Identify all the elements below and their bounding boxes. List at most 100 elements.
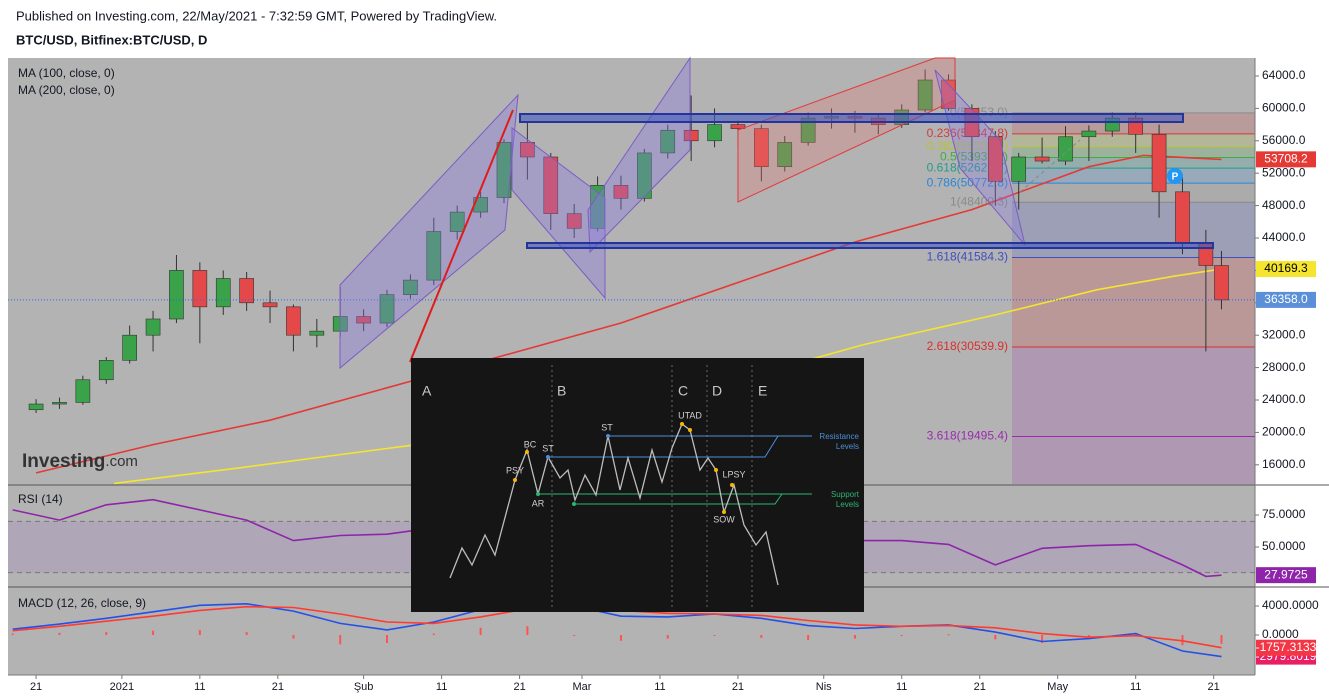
- x-tick-label: Mar: [573, 681, 592, 693]
- dashed-line: [1019, 139, 1081, 193]
- y-tick-label: 48000.0: [1262, 198, 1306, 212]
- event-dot: [572, 502, 576, 506]
- histogram-bar: [105, 632, 108, 636]
- fib-zone: [1012, 183, 1255, 203]
- fib-zone: [1012, 347, 1255, 437]
- candle-body: [215, 278, 231, 308]
- y-tick-label: 28000.0: [1262, 360, 1306, 374]
- event-label: PSY: [506, 465, 524, 475]
- marker-label: P: [1172, 172, 1179, 183]
- event-label: UTAD: [678, 410, 702, 420]
- candle-body: [730, 124, 746, 129]
- histogram-bar: [526, 626, 529, 636]
- candle-body: [660, 129, 676, 154]
- histogram-bar: [760, 635, 763, 638]
- candle-body: [987, 136, 1003, 182]
- phase-label: D: [712, 383, 722, 399]
- candle-body: [1214, 265, 1229, 301]
- resistance-zone: [519, 113, 1184, 123]
- histogram-bar: [713, 635, 716, 637]
- wyckoff-inset: A B C D E PSY BC ST AR ST UTAD LPSY SOW …: [411, 358, 864, 612]
- series-last-label: -1757.3133: [1256, 640, 1317, 654]
- histogram-bar: [573, 635, 576, 637]
- histogram-bar: [152, 630, 155, 636]
- event-dot: [546, 455, 550, 459]
- event-label: ST: [601, 422, 613, 432]
- candle-body: [356, 316, 371, 324]
- candle-body: [1034, 156, 1050, 162]
- logo: Investing.com: [22, 451, 138, 472]
- phase-label: C: [678, 383, 688, 399]
- y-tick-label: 4000.0000: [1262, 598, 1319, 612]
- x-tick-label: 11: [896, 681, 907, 693]
- series-last-label-box: [1256, 261, 1316, 278]
- histogram-bar: [198, 629, 201, 636]
- series-last-label-box: [1256, 151, 1316, 168]
- fib-label: 1(48409.3): [950, 194, 1008, 208]
- y-tick-label: 24000.0: [1262, 392, 1306, 406]
- candle-body: [613, 185, 629, 199]
- candle-body: [145, 318, 161, 336]
- x-tick-label: 21: [30, 681, 42, 693]
- candle-body: [286, 306, 301, 336]
- series-last-label-box: [1256, 567, 1316, 584]
- phase-label: E: [758, 383, 767, 399]
- x-tick-label: Şub: [354, 681, 374, 693]
- channel: [587, 56, 691, 254]
- candle-body: [122, 334, 137, 361]
- phase-label: B: [557, 383, 566, 399]
- x-tick-label: 21: [1208, 681, 1220, 693]
- trend-line: [409, 109, 514, 363]
- channel: [339, 93, 519, 370]
- event-label: SOW: [713, 514, 735, 524]
- histogram-bar: [853, 635, 856, 639]
- price-schematic: [449, 422, 779, 586]
- y-tick-label: 20000.0: [1262, 425, 1306, 439]
- legend-entry: RSI (14): [18, 492, 63, 506]
- candle-body: [239, 278, 254, 304]
- x-tick-label: 21: [513, 681, 525, 693]
- event-dot: [714, 468, 718, 472]
- x-tick-label: Nis: [816, 681, 832, 693]
- candle-body: [426, 231, 442, 281]
- candle-body: [1081, 130, 1097, 138]
- candle-body: [566, 213, 582, 229]
- event-dot: [730, 483, 734, 487]
- event-dot: [525, 450, 529, 454]
- event-dot: [536, 492, 540, 496]
- candle-body: [192, 270, 208, 308]
- y-tick-label: 0.0000: [1262, 627, 1299, 641]
- event-label: LPSY: [722, 469, 745, 479]
- histogram-bar: [339, 635, 342, 645]
- symbol-title: BTC/USD, Bitfinex:BTC/USD, D: [16, 32, 207, 47]
- x-tick-label: 21: [272, 681, 284, 693]
- candle-body: [449, 211, 465, 232]
- fib-zone: [1012, 133, 1255, 147]
- event-dot: [688, 428, 692, 432]
- histogram-bar: [245, 632, 248, 636]
- fib-label: 2.618(30539.9): [927, 339, 1008, 353]
- x-tick-label: 11: [654, 681, 665, 693]
- candle-body: [917, 79, 933, 111]
- histogram-bar: [619, 635, 622, 641]
- histogram-bar: [1087, 635, 1090, 637]
- event-label: BC: [524, 439, 537, 449]
- series-line: [12, 599, 1222, 658]
- candle-body: [683, 129, 699, 142]
- drawings: P Investing.com: [22, 56, 1214, 472]
- histogram-bar: [432, 633, 435, 636]
- x-tick-label: 11: [1130, 681, 1141, 693]
- histogram-bar: [292, 635, 295, 639]
- candle-body: [28, 403, 44, 411]
- event-dot: [606, 434, 610, 438]
- legend-text: Support: [831, 490, 860, 499]
- last-price-label: 36358.0: [1264, 292, 1308, 306]
- histogram-bar: [58, 632, 61, 636]
- series-last-label: 53708.2: [1264, 152, 1308, 166]
- candle-body: [403, 279, 418, 295]
- series-line: [35, 154, 1222, 474]
- marker: [1167, 168, 1183, 184]
- resistance-line: [548, 435, 779, 458]
- candle-body: [520, 142, 535, 158]
